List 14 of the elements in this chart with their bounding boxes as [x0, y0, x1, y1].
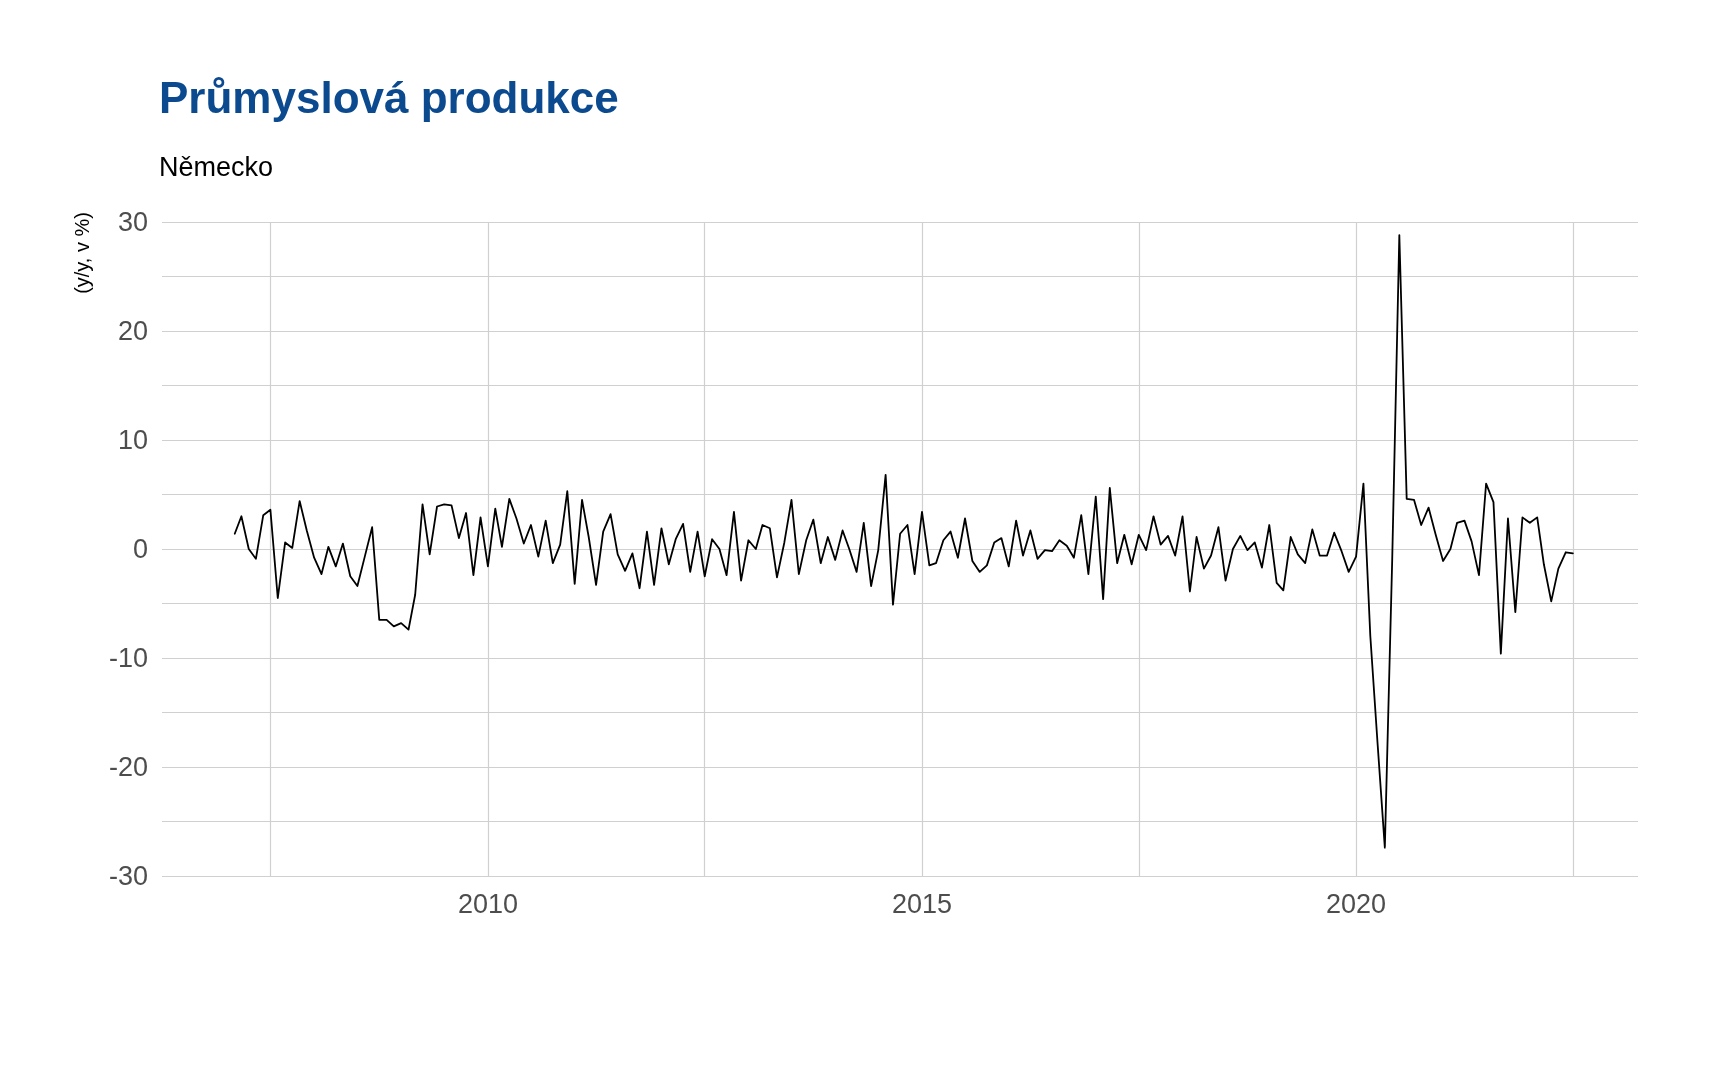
y-tick-label: -20 — [108, 752, 148, 782]
x-tick-label: 2015 — [891, 888, 953, 919]
y-tick-label: 10 — [117, 425, 148, 455]
line-series — [233, 234, 1574, 849]
y-tick-label: -30 — [108, 861, 148, 891]
y-axis-title: (y/y, v %) — [71, 212, 93, 294]
x-tick-label: 2020 — [1326, 888, 1387, 919]
y-tick-label: 30 — [117, 207, 148, 237]
chart-subtitle: Německo — [159, 151, 274, 182]
y-tick-label: 0 — [132, 534, 148, 564]
y-tick-label: 20 — [117, 316, 148, 346]
x-tick-label: 2010 — [457, 888, 518, 919]
y-tick-label: -10 — [108, 643, 148, 673]
chart-title: Průmyslová produkce — [159, 72, 619, 122]
